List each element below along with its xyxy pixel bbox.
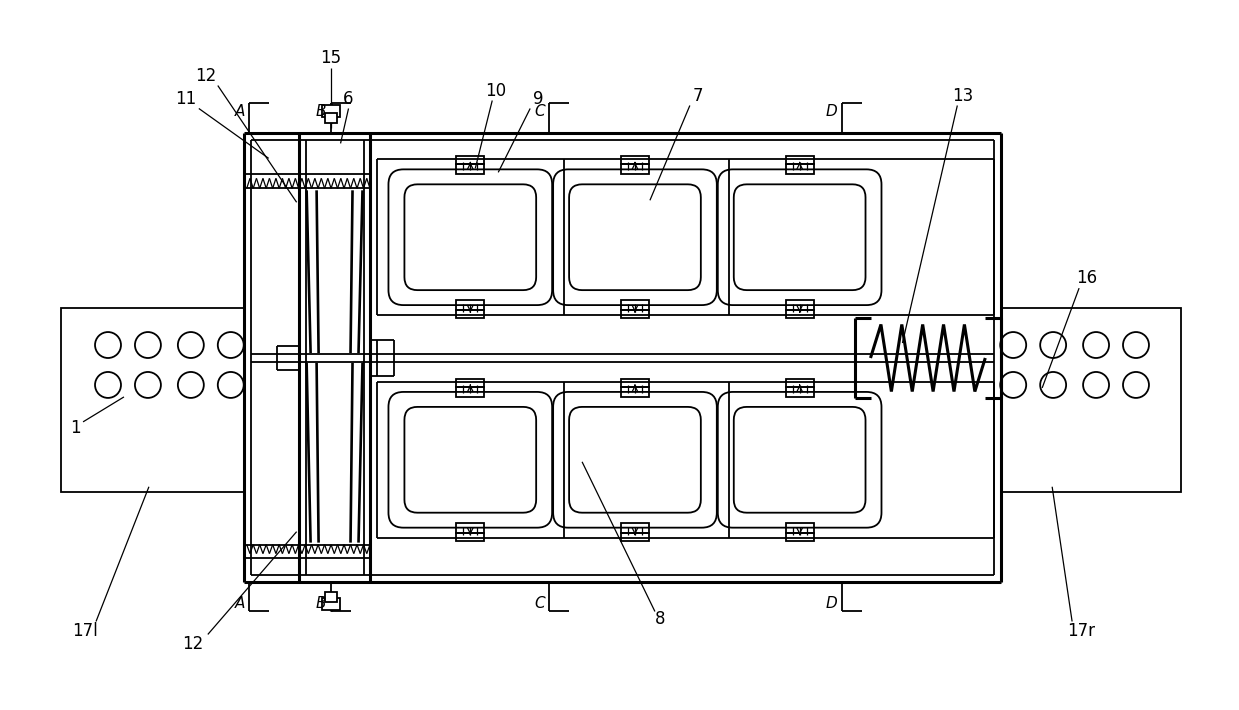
Bar [786, 387, 814, 397]
Bar [786, 310, 814, 318]
Bar [621, 165, 649, 175]
Bar [621, 379, 649, 387]
Bar [456, 379, 484, 387]
Text: 8: 8 [654, 611, 665, 628]
Bar [786, 532, 814, 540]
Bar [456, 165, 484, 175]
Text: 13: 13 [952, 87, 973, 104]
Bar [621, 532, 649, 540]
Bar [786, 523, 814, 532]
Text: 7: 7 [693, 87, 703, 104]
Text: D: D [826, 596, 838, 611]
Bar [621, 156, 649, 165]
Bar [322, 106, 339, 117]
Bar [621, 523, 649, 532]
Bar [456, 532, 484, 540]
Bar [456, 387, 484, 397]
Bar [61, 308, 244, 492]
Bar [322, 598, 339, 609]
Text: B: B [316, 596, 327, 611]
Text: 11: 11 [175, 89, 197, 107]
Text: A: A [234, 596, 245, 611]
Text: 1: 1 [69, 419, 81, 437]
Bar [786, 156, 814, 165]
Text: B: B [316, 104, 327, 119]
Bar [786, 165, 814, 175]
Bar [621, 300, 649, 310]
Text: D: D [826, 104, 838, 119]
Text: 17l: 17l [72, 623, 98, 640]
Text: 17r: 17r [1067, 623, 1095, 640]
Text: 16: 16 [1077, 269, 1098, 287]
Bar [786, 379, 814, 387]
Text: C: C [534, 596, 545, 611]
Text: 12: 12 [182, 635, 203, 653]
Bar [456, 523, 484, 532]
Bar [621, 310, 649, 318]
Bar [1001, 308, 1181, 492]
Text: 15: 15 [320, 48, 341, 67]
Text: 9: 9 [533, 89, 544, 107]
Text: 10: 10 [484, 82, 506, 99]
Bar [325, 591, 337, 601]
Bar [325, 114, 337, 124]
Text: A: A [234, 104, 245, 119]
Bar [456, 300, 484, 310]
Text: 6: 6 [343, 89, 354, 107]
Bar [621, 387, 649, 397]
Bar [786, 300, 814, 310]
Bar [456, 310, 484, 318]
Text: C: C [534, 104, 545, 119]
Text: 12: 12 [196, 67, 217, 84]
Bar [456, 156, 484, 165]
